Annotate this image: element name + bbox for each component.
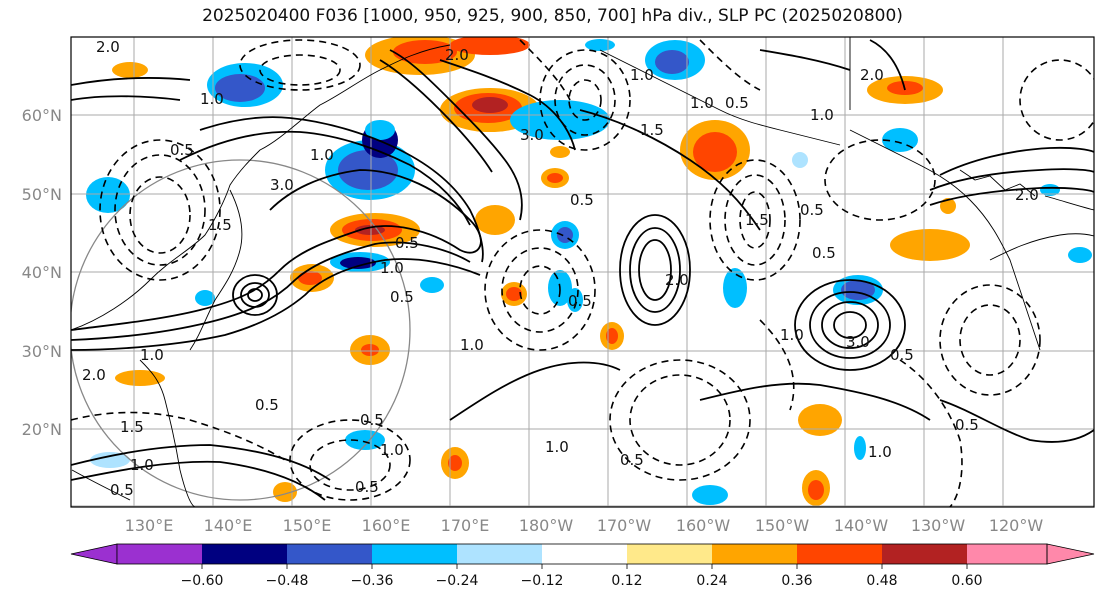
lat-label: 20°N (22, 420, 62, 439)
contour-label: 1.0 (460, 336, 484, 354)
colorbar-tick-label: −0.60 (181, 573, 224, 589)
colorbar-segment (882, 544, 967, 564)
colorbar-right-arrow (1046, 543, 1095, 565)
longitude-labels: 130°E 140°E 150°E 160°E 170°E 180°W 170°… (125, 516, 1044, 535)
lon-label: 130°W (911, 516, 966, 535)
contour-label: 1.0 (140, 346, 164, 364)
colorbar: −0.60 −0.48 −0.36 −0.24 −0.12 0.12 0.24 … (70, 543, 1095, 589)
colorbar-tick-label: −0.12 (521, 573, 564, 589)
colorbar-segment (797, 544, 882, 564)
contour-label: 1.0 (545, 438, 569, 456)
grey-circle-outline (71, 159, 411, 501)
lon-label: 160°W (676, 516, 731, 535)
map-title: 2025020400 F036 [1000, 950, 925, 900, 85… (202, 6, 903, 26)
lon-label: 150°E (283, 516, 332, 535)
colorbar-segment (287, 544, 372, 564)
colorbar-outline (116, 543, 1048, 565)
contour-label: 3.0 (846, 333, 870, 351)
colorbar-segment (117, 544, 202, 564)
lon-label: 170°E (441, 516, 490, 535)
contour-label: 2.0 (82, 366, 106, 384)
colorbar-segment (967, 544, 1047, 564)
colorbar-tick-label: −0.48 (266, 573, 309, 589)
contour-label: 0.5 (170, 141, 194, 159)
contour-label: 0.5 (800, 201, 824, 219)
lat-label: 30°N (22, 342, 62, 361)
contour-label: 1.5 (640, 121, 664, 139)
colorbar-tick-label: 0.36 (781, 573, 812, 589)
dashed-contours (71, 39, 1094, 507)
colorbar-segment (202, 544, 287, 564)
contour-label: 0.5 (355, 478, 379, 496)
contour-label: 3.0 (270, 176, 294, 194)
lat-label: 60°N (22, 106, 62, 125)
contour-label: 1.0 (780, 326, 804, 344)
lon-label: 120°W (989, 516, 1044, 535)
contour-label: 1.5 (120, 418, 144, 436)
colorbar-segment (372, 544, 457, 564)
lon-label: 180°W (519, 516, 574, 535)
contour-label: 0.5 (725, 94, 749, 112)
contour-label: 0.5 (812, 244, 836, 262)
contour-label: 0.5 (890, 346, 914, 364)
lat-label: 40°N (22, 263, 62, 282)
contour-label: 0.5 (390, 288, 414, 306)
colorbar-tick-label: 0.60 (951, 573, 982, 589)
contour-label: 2.0 (860, 66, 884, 84)
contour-label: 1.0 (380, 441, 404, 459)
colorbar-tick-label: −0.36 (351, 573, 394, 589)
colorbar-segment (457, 544, 542, 564)
contour-label: 3.0 (520, 126, 544, 144)
colorbar-tick-label: 0.24 (696, 573, 727, 589)
contour-label: 2.0 (665, 271, 689, 289)
colorbar-segment (712, 544, 797, 564)
lon-label: 160°E (362, 516, 411, 535)
colorbar-tick-label: −0.24 (436, 573, 479, 589)
contour-label: 0.5 (570, 191, 594, 209)
lon-label: 130°E (125, 516, 174, 535)
contour-label: 1.5 (208, 216, 232, 234)
lon-label: 140°E (204, 516, 253, 535)
lat-label: 50°N (22, 185, 62, 204)
lon-label: 170°W (597, 516, 652, 535)
colorbar-tick-label: 0.12 (611, 573, 642, 589)
contour-label: 0.5 (620, 451, 644, 469)
contour-label: 1.5 (745, 211, 769, 229)
contour-label: 1.0 (810, 106, 834, 124)
map-panel: 2.0 1.0 0.5 1.5 3.0 2.0 1.0 0.5 1.0 1.5 … (71, 37, 1094, 507)
contour-label: 1.0 (690, 94, 714, 112)
contour-label: 0.5 (110, 481, 134, 499)
lon-label: 150°W (755, 516, 810, 535)
colorbar-segment (627, 544, 712, 564)
contour-label: 0.5 (395, 234, 419, 252)
colorbar-segment (542, 544, 627, 564)
contour-label: 0.5 (955, 416, 979, 434)
contour-label: 0.5 (568, 292, 592, 310)
map-border (70, 36, 1095, 508)
gridlines (71, 37, 1094, 507)
coastlines (71, 37, 1094, 507)
solid-contours (71, 39, 1094, 501)
contour-label: 2.0 (445, 46, 469, 64)
latitude-labels: 60°N 50°N 40°N 30°N 20°N (22, 106, 62, 439)
colorbar-left-arrow (70, 543, 118, 565)
colorbar-tick-label: 0.48 (866, 573, 897, 589)
contour-label: 1.0 (380, 259, 404, 277)
contour-label: 0.5 (360, 411, 384, 429)
contour-label: 2.0 (96, 38, 120, 56)
contour-label: 1.0 (200, 90, 224, 108)
contour-label: 1.0 (868, 443, 892, 461)
lon-label: 140°W (834, 516, 889, 535)
contour-label: 1.0 (310, 146, 334, 164)
contour-label: 0.5 (255, 396, 279, 414)
contour-label: 2.0 (1015, 186, 1039, 204)
contour-label: 1.0 (130, 456, 154, 474)
contour-labels: 2.0 1.0 0.5 1.5 3.0 2.0 1.0 0.5 1.0 1.5 … (82, 38, 1039, 499)
contour-label: 1.0 (630, 66, 654, 84)
